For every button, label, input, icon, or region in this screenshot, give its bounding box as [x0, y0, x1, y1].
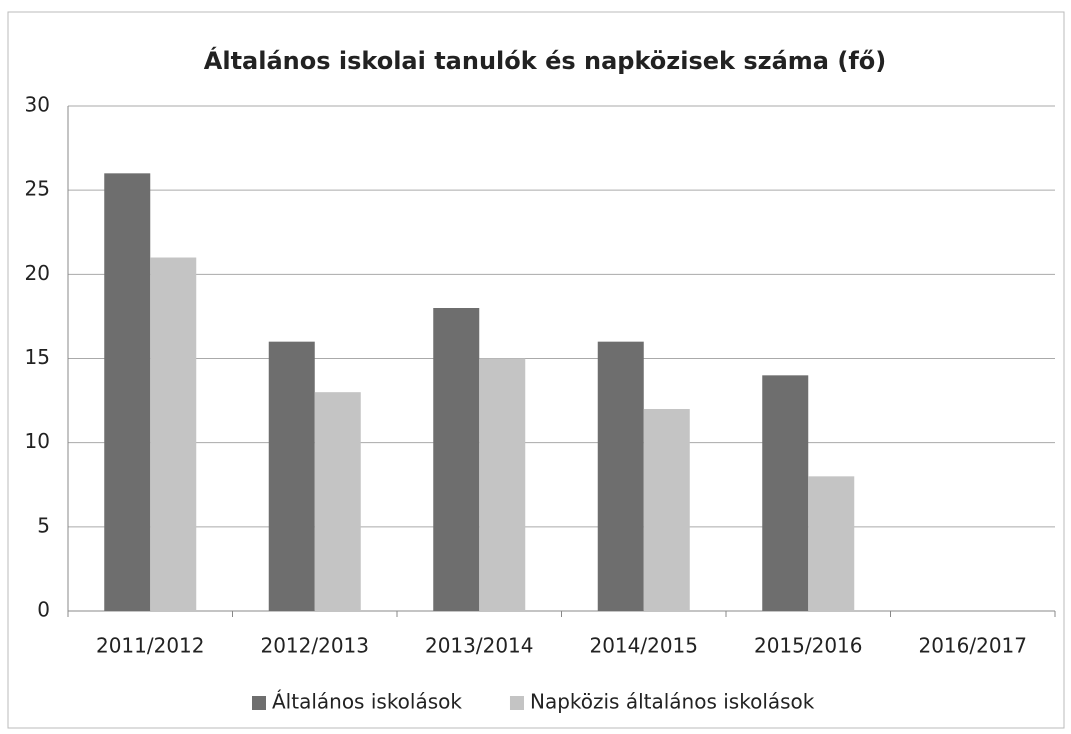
y-tick-label: 0 [37, 598, 50, 622]
bar [314, 392, 361, 611]
bar [597, 341, 644, 611]
bar [808, 476, 855, 611]
x-tick-label: 2012/2013 [260, 634, 369, 658]
bar [104, 173, 151, 612]
bar [433, 308, 480, 611]
y-tick-label: 30 [25, 93, 50, 117]
legend-label: Napközis általános iskolások [530, 690, 815, 714]
bar [479, 358, 526, 611]
y-tick-label: 15 [25, 345, 50, 369]
bar [762, 375, 809, 611]
chart-title: Általános iskolai tanulók és napközisek … [204, 46, 886, 75]
bar [643, 409, 690, 611]
x-tick-label: 2013/2014 [425, 634, 534, 658]
bar [268, 341, 315, 611]
legend-label: Általános iskolások [272, 690, 462, 714]
x-tick-label: 2016/2017 [918, 634, 1027, 658]
x-tick-label: 2011/2012 [96, 634, 205, 658]
y-tick-label: 10 [25, 429, 50, 453]
y-tick-label: 25 [25, 177, 50, 201]
legend-swatch [509, 696, 524, 710]
legend-swatch [252, 696, 266, 710]
x-tick-label: 2015/2016 [754, 634, 863, 658]
y-tick-label: 5 [37, 513, 50, 537]
y-tick-label: 20 [25, 261, 50, 285]
bar [150, 257, 197, 611]
x-tick-label: 2014/2015 [589, 634, 698, 658]
